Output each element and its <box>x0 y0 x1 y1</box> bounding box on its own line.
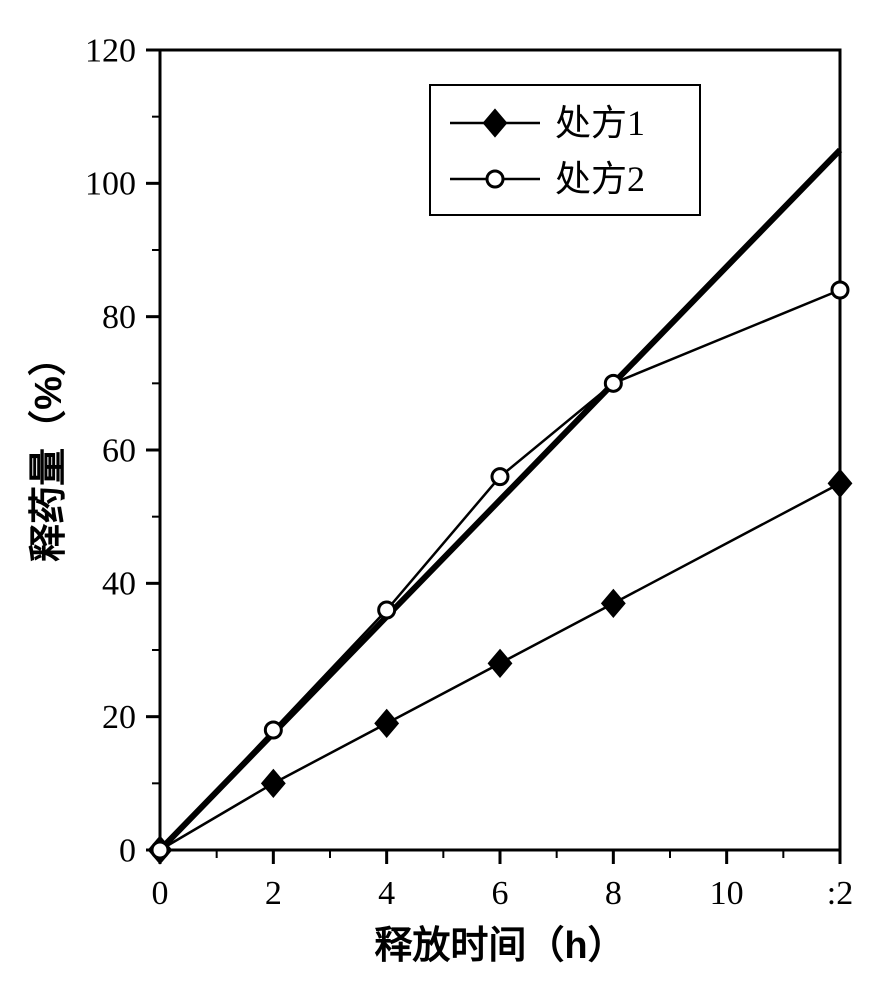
y-tick-label: 40 <box>102 566 136 603</box>
legend-label: 处方1 <box>555 103 645 143</box>
marker-diamond <box>828 469 852 497</box>
y-tick-label: 60 <box>102 432 136 469</box>
x-axis-label: 释放时间（h） <box>374 925 625 967</box>
x-tick-label: 2 <box>265 875 282 912</box>
marker-diamond <box>262 769 286 797</box>
x-tick-label: :2 <box>827 875 853 912</box>
series-2 <box>152 282 848 858</box>
chart-svg: 0 2 4 6 8 10 :2 释放时间（h） 0 20 40 60 80 100 120 释药量（%） 处方1… <box>0 0 890 1000</box>
marker-circle <box>605 375 621 391</box>
y-tick-label: 100 <box>85 166 136 203</box>
marker-circle <box>492 469 508 485</box>
series-line <box>160 290 840 850</box>
y-tick-label: 80 <box>102 299 136 336</box>
marker-diamond <box>602 589 626 617</box>
y-tick-label: 20 <box>102 699 136 736</box>
chart-container: 0 2 4 6 8 10 :2 释放时间（h） 0 20 40 60 80 100 120 释药量（%） 处方1… <box>0 0 890 1000</box>
marker-diamond <box>375 709 399 737</box>
x-tick-label: 0 <box>152 875 169 912</box>
y-axis-label: 释药量（%） <box>28 338 70 562</box>
marker-circle <box>832 282 848 298</box>
x-tick-label: 10 <box>710 875 744 912</box>
marker-circle <box>487 171 503 187</box>
legend-label: 处方2 <box>555 159 645 199</box>
marker-circle <box>379 602 395 618</box>
x-tick-label: 4 <box>378 875 395 912</box>
y-tick-label: 0 <box>119 832 136 869</box>
trendline <box>160 150 840 850</box>
marker-circle <box>265 722 281 738</box>
x-tick-label: 8 <box>605 875 622 912</box>
y-tick-label: 120 <box>85 32 136 69</box>
series-1 <box>148 469 852 863</box>
x-tick-label: 6 <box>492 875 509 912</box>
marker-circle <box>152 842 168 858</box>
marker-diamond <box>488 649 512 677</box>
